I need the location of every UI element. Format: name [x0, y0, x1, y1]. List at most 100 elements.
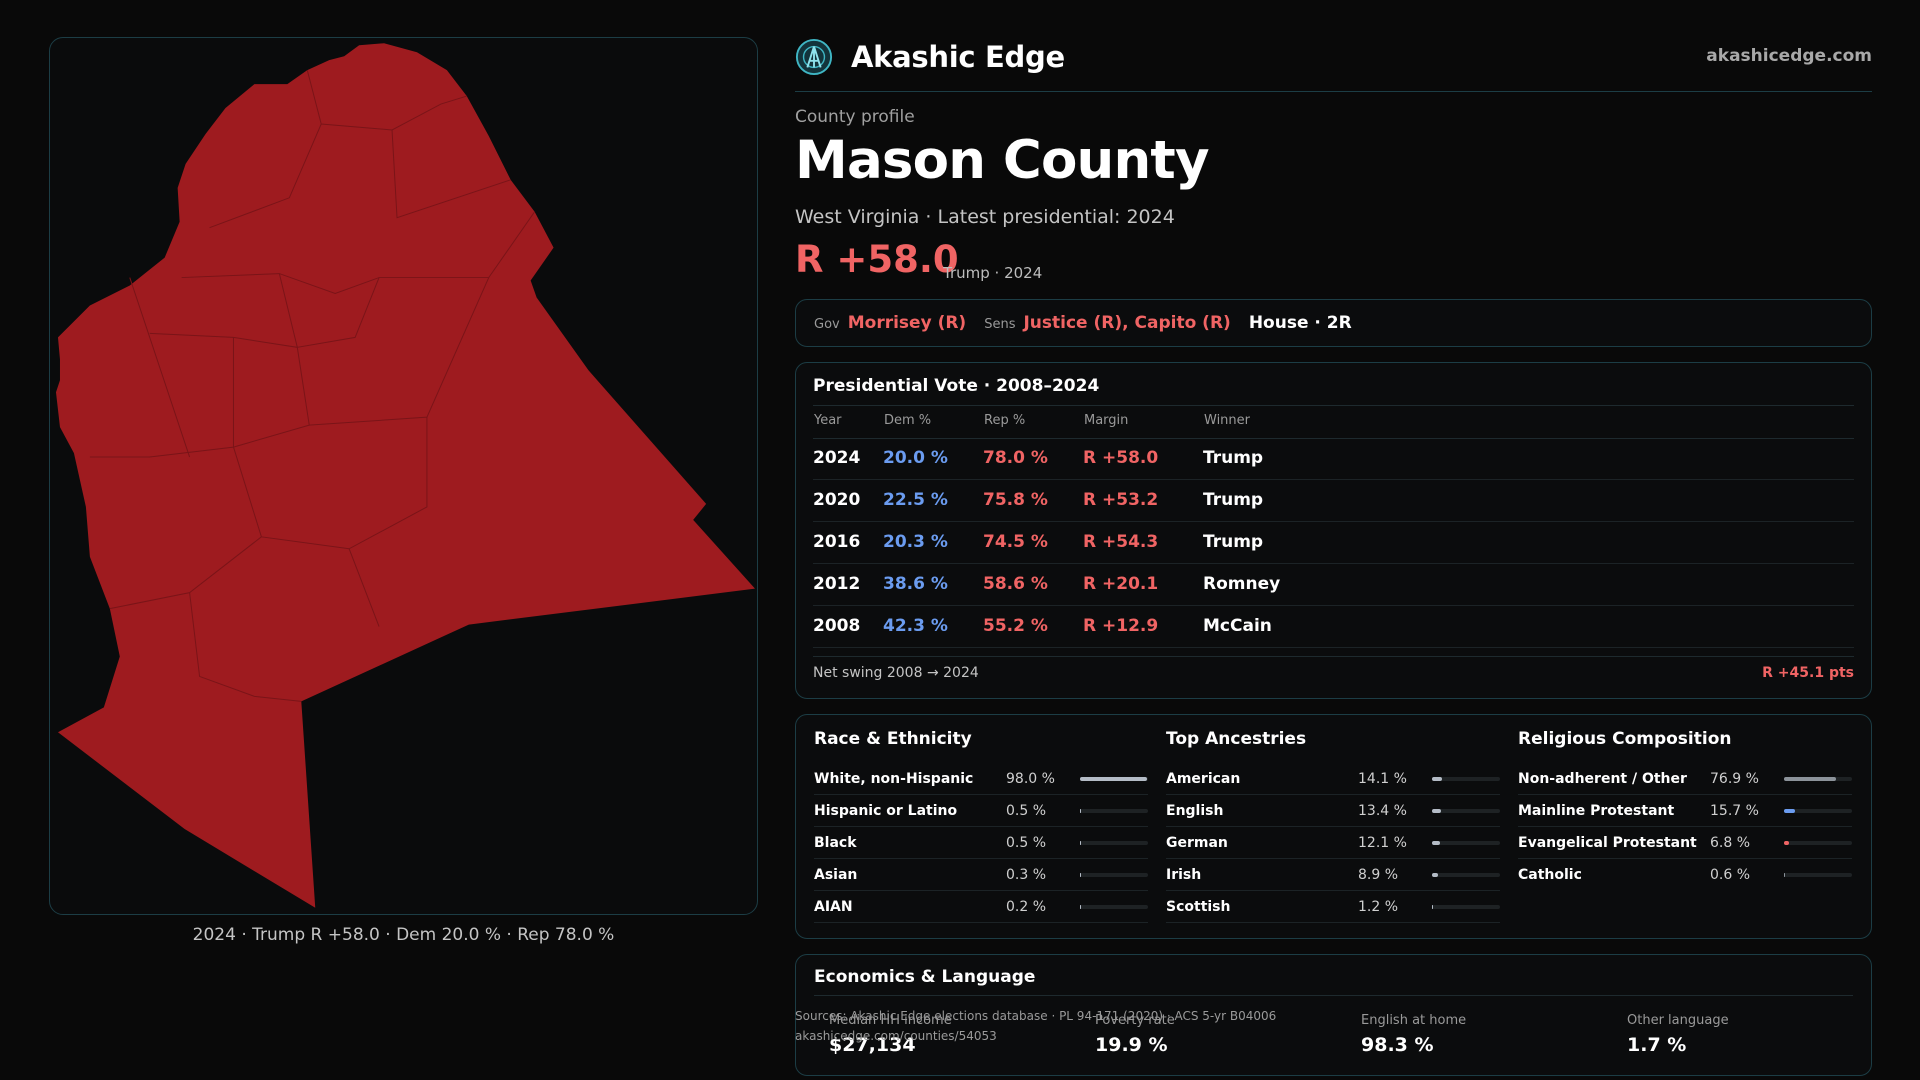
- list-item: English 13.4 %: [1166, 795, 1500, 827]
- item-label: American: [1166, 771, 1241, 787]
- page-subtitle: West Virginia · Latest presidential: 202…: [795, 206, 1175, 228]
- economics-card: Economics & Language Median HH income $27…: [795, 954, 1872, 1076]
- item-bar-fill: [1080, 841, 1081, 845]
- row-winner: Trump: [1203, 490, 1264, 510]
- net-swing-value: R +45.1 pts: [1762, 665, 1854, 681]
- item-bar-fill: [1432, 809, 1442, 813]
- item-bar-fill: [1080, 905, 1081, 909]
- col-header-year: Year: [814, 413, 842, 428]
- row-year: 2008: [813, 616, 861, 636]
- row-rep: 78.0 %: [983, 448, 1048, 468]
- item-label: Black: [814, 835, 857, 851]
- row-dem: 42.3 %: [883, 616, 948, 636]
- list-item: Catholic 0.6 %: [1518, 859, 1852, 891]
- list-item: Hispanic or Latino 0.5 %: [814, 795, 1148, 827]
- list-item: Irish 8.9 %: [1166, 859, 1500, 891]
- row-rep: 55.2 %: [983, 616, 1048, 636]
- other-language-stat: Other language 1.7 %: [1627, 1013, 1729, 1056]
- item-bar-track: [1432, 777, 1500, 781]
- list-item: AIAN 0.2 %: [814, 891, 1148, 923]
- sources-footnote: Sources: Akashic Edge elections database…: [795, 1006, 1276, 1046]
- item-label: Non-adherent / Other: [1518, 771, 1687, 787]
- economics-title: Economics & Language: [814, 967, 1036, 987]
- sens-label: Sens: [984, 317, 1016, 332]
- item-bar-track: [1784, 841, 1852, 845]
- item-label: Scottish: [1166, 899, 1231, 915]
- row-margin: R +12.9: [1083, 616, 1159, 636]
- item-bar-fill: [1432, 777, 1442, 781]
- item-bar-track: [1784, 777, 1852, 781]
- list-item: Mainline Protestant 15.7 %: [1518, 795, 1852, 827]
- row-margin: R +20.1: [1083, 574, 1159, 594]
- table-row: 2012 38.6 % 58.6 % R +20.1 Romney: [813, 564, 1854, 606]
- item-label: Evangelical Protestant: [1518, 835, 1697, 851]
- row-winner: Trump: [1203, 448, 1264, 468]
- row-winner: McCain: [1203, 616, 1272, 636]
- officials-bar: Gov Morrisey (R) Sens Justice (R), Capit…: [795, 299, 1872, 347]
- poverty-rate-stat: Poverty rate 19.9 %: [1095, 1013, 1175, 1056]
- presidential-title-rule: [813, 405, 1854, 406]
- list-item: Black 0.5 %: [814, 827, 1148, 859]
- item-bar-track: [1080, 905, 1148, 909]
- item-label: Mainline Protestant: [1518, 803, 1675, 819]
- item-value: 13.4 %: [1358, 803, 1407, 819]
- item-bar-fill: [1080, 873, 1081, 877]
- table-row: 2024 20.0 % 78.0 % R +58.0 Trump: [813, 438, 1854, 480]
- page-kicker: County profile: [795, 107, 915, 127]
- header-rule: [813, 438, 1854, 439]
- item-bar-track: [1080, 873, 1148, 877]
- row-year: 2016: [813, 532, 861, 552]
- row-dem: 38.6 %: [883, 574, 948, 594]
- item-label: AIAN: [814, 899, 853, 915]
- item-label: German: [1166, 835, 1228, 851]
- col-header-rep: Rep %: [984, 413, 1026, 428]
- english-at-home-stat: English at home 98.3 %: [1361, 1013, 1466, 1056]
- row-dem: 20.3 %: [883, 532, 948, 552]
- item-bar-fill: [1432, 873, 1439, 877]
- row-year: 2020: [813, 490, 861, 510]
- sources-url-link[interactable]: akashicedge.com/counties/54053: [795, 1029, 997, 1043]
- row-year: 2024: [813, 448, 861, 468]
- item-value: 0.5 %: [1006, 835, 1047, 851]
- item-value: 0.6 %: [1710, 867, 1751, 883]
- col-header-winner: Winner: [1204, 413, 1251, 428]
- item-bar-track: [1784, 873, 1852, 877]
- row-winner: Romney: [1203, 574, 1281, 594]
- row-rep: 58.6 %: [983, 574, 1048, 594]
- row-year: 2012: [813, 574, 861, 594]
- item-bar-track: [1080, 809, 1148, 813]
- list-item: White, non-Hispanic 98.0 %: [814, 763, 1148, 795]
- county-map: [55, 43, 756, 908]
- item-value: 15.7 %: [1710, 803, 1759, 819]
- item-bar-fill: [1784, 777, 1837, 781]
- header-divider: [795, 91, 1872, 92]
- item-label: White, non-Hispanic: [814, 771, 974, 787]
- item-bar-track: [1080, 777, 1148, 781]
- swing-rule: [813, 656, 1854, 657]
- item-label: Irish: [1166, 867, 1202, 883]
- item-bar-fill: [1784, 841, 1789, 845]
- ancestries-title: Top Ancestries: [1166, 729, 1307, 749]
- item-label: Asian: [814, 867, 858, 883]
- item-bar-track: [1784, 809, 1852, 813]
- row-winner: Trump: [1203, 532, 1264, 552]
- table-row: 2016 20.3 % 74.5 % R +54.3 Trump: [813, 522, 1854, 564]
- net-swing-label: Net swing 2008 → 2024: [813, 665, 979, 681]
- median-income-stat: Median HH income $27,134: [829, 1013, 952, 1056]
- stat-label: English at home: [1361, 1013, 1467, 1028]
- list-item: Scottish 1.2 %: [1166, 891, 1500, 923]
- stat-value: $27,134: [829, 1034, 916, 1056]
- list-item: Non-adherent / Other 76.9 %: [1518, 763, 1852, 795]
- brand[interactable]: Akashic Edge: [795, 36, 1065, 78]
- race-title: Race & Ethnicity: [814, 729, 972, 749]
- gov-value: Morrisey (R): [847, 313, 967, 333]
- item-value: 6.8 %: [1710, 835, 1751, 851]
- stat-label: Other language: [1627, 1013, 1729, 1028]
- table-row: 2008 42.3 % 55.2 % R +12.9 McCain: [813, 606, 1854, 648]
- county-shape: [55, 43, 756, 908]
- stat-label: Median HH income: [829, 1013, 952, 1028]
- stat-value: 1.7 %: [1627, 1034, 1687, 1056]
- page-title: Mason County: [795, 130, 1210, 191]
- brand-url-link[interactable]: akashicedge.com: [1706, 46, 1872, 66]
- item-bar-fill: [1080, 777, 1147, 781]
